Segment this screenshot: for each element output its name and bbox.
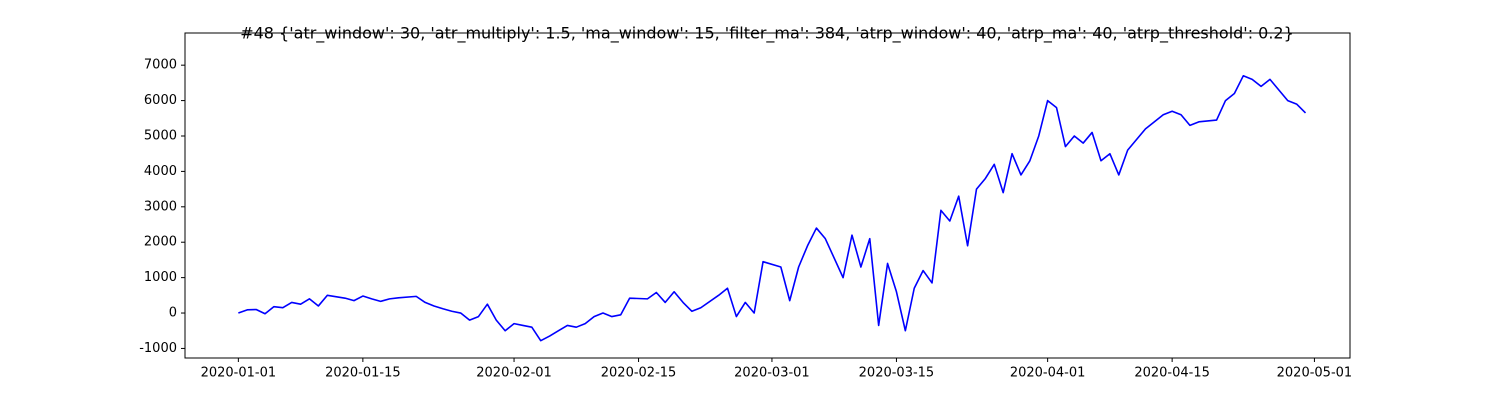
y-tick-label: 6000 <box>144 93 177 108</box>
x-tick-label: 2020-03-01 <box>734 366 810 381</box>
y-tick-label: 0 <box>169 306 177 321</box>
plot-frame <box>184 32 1351 359</box>
x-tick-label: 2020-03-15 <box>859 366 935 381</box>
y-tick-label: 4000 <box>144 164 177 179</box>
y-tick-label: 7000 <box>144 58 177 73</box>
y-tick-label: 1000 <box>144 270 177 285</box>
x-tick-label: 2020-05-01 <box>1277 366 1353 381</box>
x-tick-label: 2020-02-15 <box>601 366 677 381</box>
x-tick-label: 2020-04-15 <box>1134 366 1210 381</box>
y-tick-label: 3000 <box>144 199 177 214</box>
x-tick-label: 2020-04-01 <box>1010 366 1086 381</box>
y-tick-label: -1000 <box>139 341 177 356</box>
y-tick-label: 5000 <box>144 128 177 143</box>
x-tick-label: 2020-01-01 <box>201 366 277 381</box>
x-tick-label: 2020-02-01 <box>476 366 552 381</box>
x-tick-label: 2020-01-15 <box>325 366 401 381</box>
y-tick-label: 2000 <box>144 235 177 250</box>
line-series <box>238 75 1307 342</box>
